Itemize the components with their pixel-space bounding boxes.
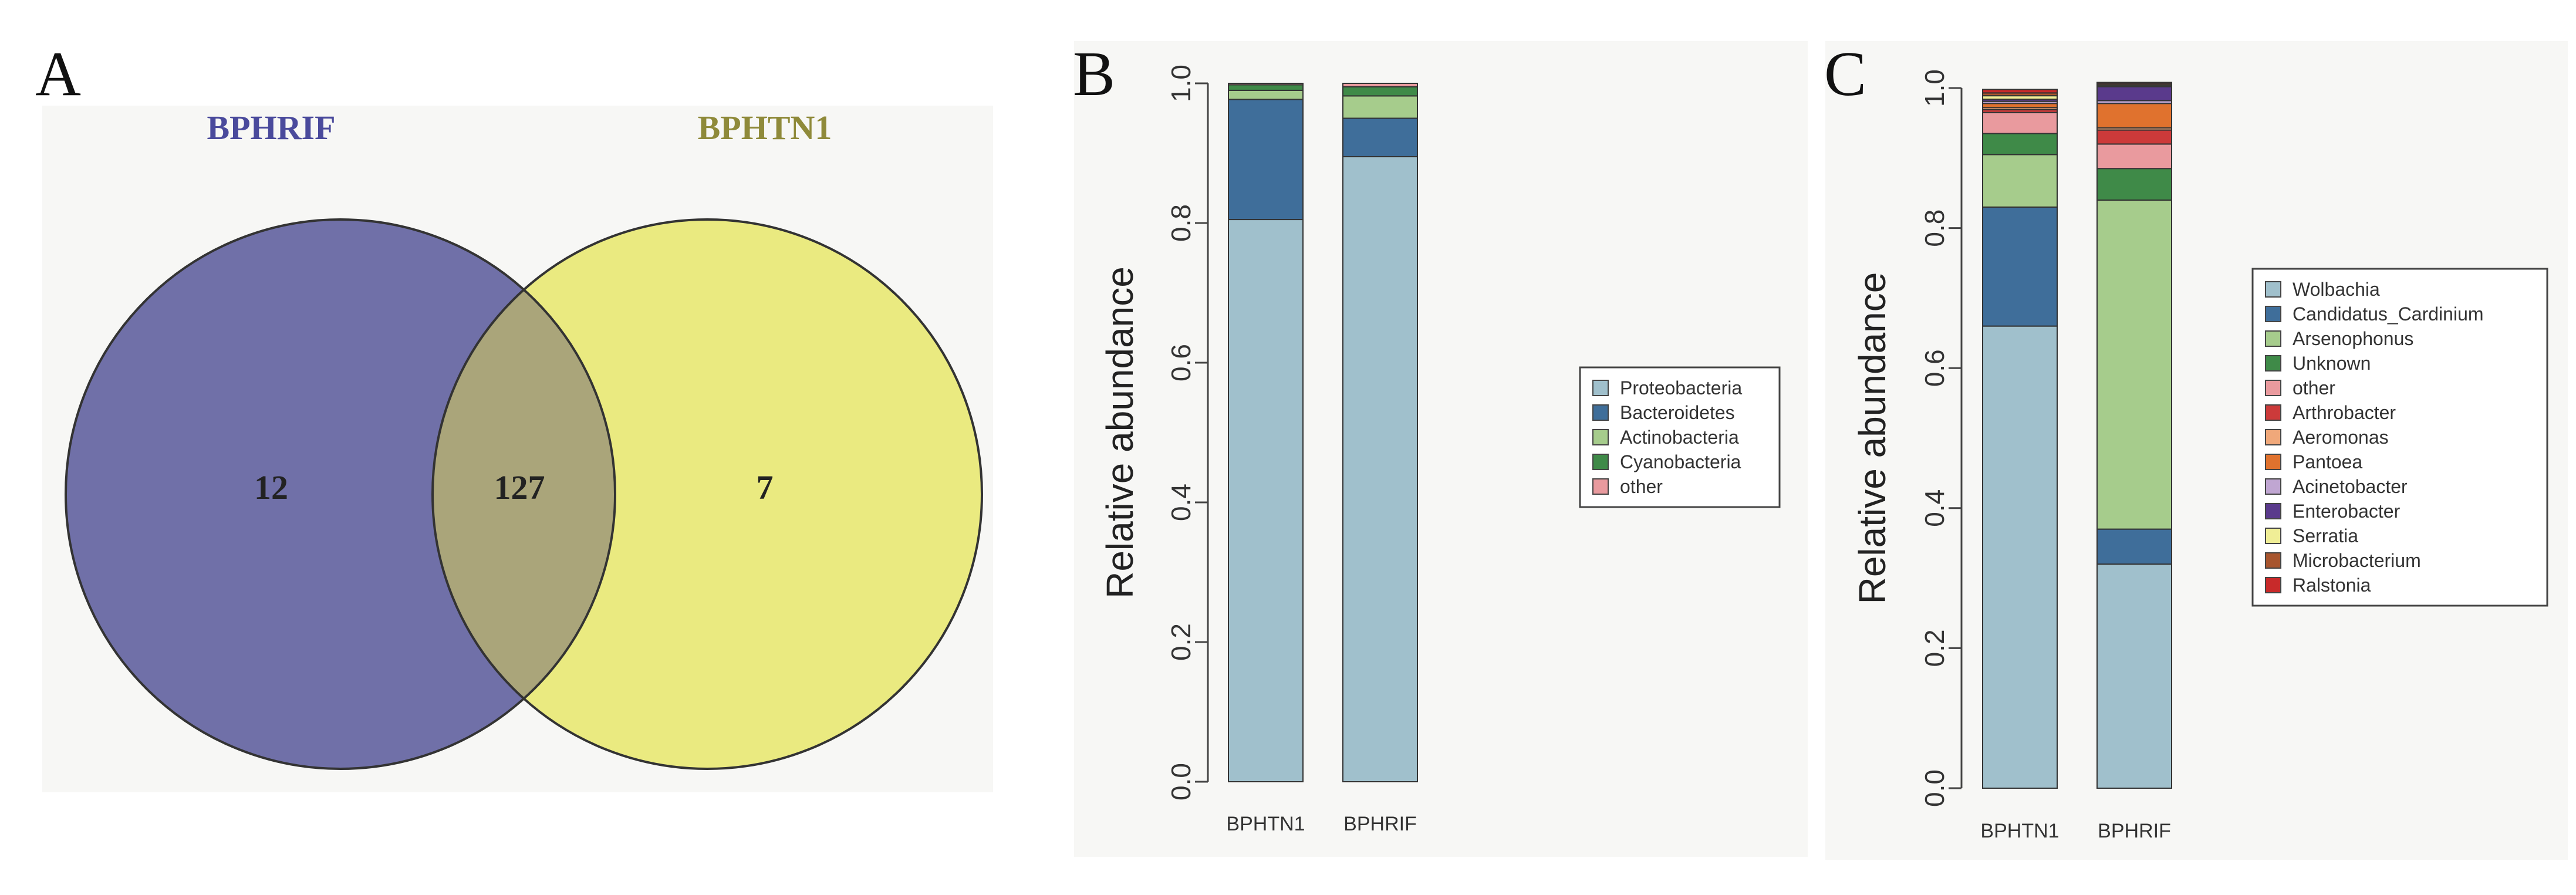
chart-c-y-tick-label-0: 0.0 xyxy=(1919,769,1950,807)
chart-c-legend-swatch-2 xyxy=(2265,330,2281,347)
venn-count-only-bphrif: 12 xyxy=(254,468,288,506)
chart-c-legend-label-3: Unknown xyxy=(2293,353,2371,374)
chart-b-bar-BPHRIF-Bacteroidetes xyxy=(1342,117,1418,157)
chart-c-bar-BPHTN1-Pantoea xyxy=(1982,103,2058,109)
chart-b-y-tick-label-4: 0.8 xyxy=(1166,204,1196,242)
chart-c-bar-BPHTN1-Wolbachia xyxy=(1982,325,2058,789)
chart-c-legend-label-2: Arsenophonus xyxy=(2293,328,2413,349)
chart-b-legend-swatch-4 xyxy=(1592,478,1609,495)
chart-b-legend-label-4: other xyxy=(1620,476,1663,497)
chart-c-legend-swatch-11 xyxy=(2265,552,2281,569)
chart-c-legend-swatch-9 xyxy=(2265,503,2281,519)
chart-b-y-tick-label-2: 0.4 xyxy=(1166,484,1196,521)
chart-b-y-tick-label-0: 0.0 xyxy=(1166,763,1196,801)
chart-c-y-tick-label-3: 0.6 xyxy=(1919,349,1950,387)
chart-c-legend-swatch-5 xyxy=(2265,404,2281,421)
venn-title-bphtn1: BPHTN1 xyxy=(698,109,832,147)
chart-b-legend-label-0: Proteobacteria xyxy=(1620,377,1742,398)
chart-c-bar-BPHRIF-Candidatus_Cardinium xyxy=(2096,528,2172,565)
chart-b-legend-swatch-0 xyxy=(1592,380,1609,396)
chart-c-legend-label-10: Serratia xyxy=(2293,525,2358,546)
chart-c-legend-swatch-3 xyxy=(2265,355,2281,371)
chart-c-bar-BPHRIF-Arthrobacter xyxy=(2096,129,2172,145)
chart-c-y-tick-label-5: 1.0 xyxy=(1919,69,1950,107)
chart-b-bar-BPHTN1-Bacteroidetes xyxy=(1228,99,1304,221)
chart-c-bar-BPHRIF-Enterobacter xyxy=(2096,86,2172,102)
chart-c-legend-swatch-6 xyxy=(2265,429,2281,445)
chart-b-y-tick-label-1: 0.2 xyxy=(1166,623,1196,661)
chart-b-bar-BPHRIF-Cyanobacteria xyxy=(1342,86,1418,97)
chart-c-legend-box xyxy=(2251,268,2548,607)
chart-b-legend-swatch-3 xyxy=(1592,454,1609,470)
chart-b-bar-BPHRIF-Proteobacteria xyxy=(1342,156,1418,783)
chart-b-y-axis-label: Relative abundance xyxy=(1099,266,1141,599)
chart-b-bar-BPHRIF-other xyxy=(1342,83,1418,87)
panel-a-label: A xyxy=(35,39,81,109)
chart-b-legend-label-3: Cyanobacteria xyxy=(1620,451,1741,472)
chart-c-legend-label-1: Candidatus_Cardinium xyxy=(2293,303,2484,325)
chart-c-y-tick-label-2: 0.4 xyxy=(1919,489,1950,527)
chart-b-legend-swatch-2 xyxy=(1592,429,1609,445)
chart-c-legend-swatch-10 xyxy=(2265,528,2281,544)
chart-c-bar-BPHTN1-Candidatus_Cardinium xyxy=(1982,206,2058,327)
panel-c: C 0.0 0.2 0.4 0.6 0.8 1.0 Relative abundance BP… xyxy=(1824,39,2568,860)
chart-c-legend-swatch-1 xyxy=(2265,306,2281,322)
chart-c-bar-BPHTN1-Arsenophonus xyxy=(1982,154,2058,208)
chart-b-x-tick-label-0: BPHTN1 xyxy=(1226,813,1305,835)
chart-b-legend-label-1: Bacteroidetes xyxy=(1620,402,1735,423)
panel-b: B 0.0 0.2 0.4 0.6 0.8 1.0 Relative abundance BP… xyxy=(1073,39,1808,857)
panel-a: A BPHRIF BPHTN1 12 127 7 xyxy=(35,39,993,792)
chart-b-x-tick-label-1: BPHRIF xyxy=(1343,813,1417,835)
chart-c-y-tick-label-1: 0.2 xyxy=(1919,629,1950,667)
chart-b-bar-BPHTN1-Actinobacteria xyxy=(1228,89,1304,100)
chart-c-bar-BPHRIF-Ralstonia xyxy=(2096,82,2172,85)
chart-c-y-tick-label-4: 0.8 xyxy=(1919,210,1950,247)
chart-c-legend-label-4: other xyxy=(2293,377,2335,398)
venn-overlap-region xyxy=(432,289,616,699)
chart-c-bar-BPHRIF-Wolbachia xyxy=(2096,563,2172,789)
venn-count-only-bphtn1: 7 xyxy=(757,468,774,506)
chart-c-bar-BPHRIF-Unknown xyxy=(2096,168,2172,201)
chart-c-bar-BPHRIF-Pantoea xyxy=(2096,103,2172,129)
chart-c-legend-swatch-12 xyxy=(2265,577,2281,593)
chart-c-bar-BPHRIF-Arsenophonus xyxy=(2096,199,2172,530)
chart-c-legend-swatch-4 xyxy=(2265,380,2281,396)
chart-c-legend-swatch-7 xyxy=(2265,454,2281,470)
venn-outline-bphtn1 xyxy=(431,218,983,770)
chart-c-bar-BPHRIF-other xyxy=(2096,143,2172,170)
chart-b-legend-box xyxy=(1579,366,1781,508)
venn-outline-bphrif xyxy=(65,218,616,770)
chart-b-y-tick-label-5: 1.0 xyxy=(1166,65,1196,102)
chart-b-legend-swatch-1 xyxy=(1592,404,1609,421)
chart-b-bar-BPHTN1-other xyxy=(1228,83,1304,86)
chart-c-bar-BPHTN1-Unknown xyxy=(1982,133,2058,156)
venn-count-intersection: 127 xyxy=(494,468,545,506)
chart-c-legend-label-6: Aeromonas xyxy=(2293,427,2389,448)
panel-b-label: B xyxy=(1073,39,1115,109)
chart-c: 0.0 0.2 0.4 0.6 0.8 1.0 Relative abundance BPHT… xyxy=(1851,69,2548,842)
chart-c-legend-label-9: Enterobacter xyxy=(2293,501,2401,522)
chart-c-legend-label-12: Ralstonia xyxy=(2293,575,2371,596)
chart-c-legend-label-5: Arthrobacter xyxy=(2293,402,2396,423)
chart-c-bar-BPHTN1-Ralstonia xyxy=(1982,89,2058,94)
chart-c-legend-label-7: Pantoea xyxy=(2293,451,2362,472)
panel-c-label: C xyxy=(1824,39,1866,109)
chart-b-bar-BPHTN1-Cyanobacteria xyxy=(1228,84,1304,91)
chart-b-bar-BPHTN1-Proteobacteria xyxy=(1228,219,1304,782)
chart-b: 0.0 0.2 0.4 0.6 0.8 1.0 Relative abundance BPHT… xyxy=(1099,65,1781,835)
chart-c-legend-swatch-8 xyxy=(2265,478,2281,495)
chart-c-x-tick-label-1: BPHRIF xyxy=(2098,820,2171,842)
chart-c-legend-label-8: Acinetobacter xyxy=(2293,476,2408,497)
chart-b-y-tick-label-3: 0.6 xyxy=(1166,344,1196,381)
chart-c-legend-label-11: Microbacterium xyxy=(2293,550,2421,571)
chart-c-legend-swatch-0 xyxy=(2265,281,2281,298)
chart-c-legend-label-0: Wolbachia xyxy=(2293,279,2380,300)
chart-c-x-tick-label-0: BPHTN1 xyxy=(1980,820,2059,842)
chart-b-bar-BPHRIF-Actinobacteria xyxy=(1342,95,1418,119)
chart-c-y-axis-label: Relative abundance xyxy=(1851,272,1893,604)
venn-title-bphrif: BPHRIF xyxy=(207,109,335,147)
chart-c-bar-BPHTN1-other xyxy=(1982,112,2058,134)
chart-b-legend-label-2: Actinobacteria xyxy=(1620,427,1739,448)
